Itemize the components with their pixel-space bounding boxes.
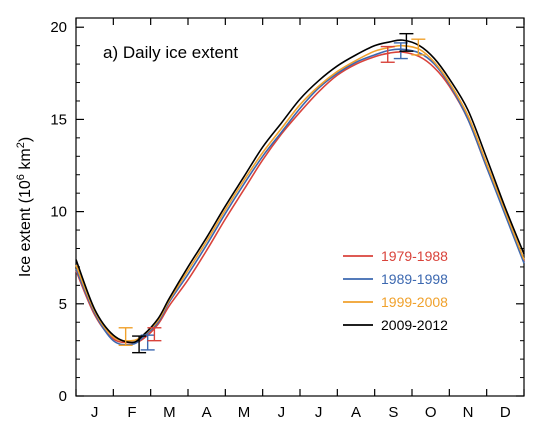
legend-label: 1979-1988	[381, 248, 448, 264]
y-axis-title-sup2: 2	[15, 142, 27, 148]
legend: 1979-1988 1989-1998 1999-2008 2009-2012	[343, 248, 448, 333]
x-tick-label-1: F	[127, 404, 136, 421]
y-axis-title-main: Ice extent (10	[17, 180, 34, 277]
y-tick-label-4: 20	[50, 19, 67, 36]
x-tick-label-8: S	[388, 404, 398, 421]
error-bars	[118, 32, 426, 354]
y-axis-title-end: )	[17, 137, 34, 142]
series-lines	[75, 39, 525, 346]
x-tick-label-3: A	[202, 404, 212, 421]
y-tick-label-0: 0	[59, 388, 67, 405]
x-tick-label-10: N	[463, 404, 474, 421]
legend-entry-1999-2008: 1999-2008	[343, 294, 448, 310]
axis-ticks	[75, 18, 525, 397]
y-tick-labels: 0 5 10 15 20	[50, 19, 67, 405]
legend-entry-1989-1998: 1989-1998	[343, 271, 448, 287]
y-tick-label-2: 10	[50, 204, 67, 221]
error-bar-1999-2008-7	[411, 38, 426, 56]
y-axis-title-sup1: 6	[15, 174, 27, 180]
y-tick-label-1: 5	[59, 296, 67, 313]
x-tick-label-6: J	[315, 404, 323, 421]
legend-label: 2009-2012	[381, 317, 448, 333]
error-bar-2009-2012-3	[132, 335, 147, 354]
x-tick-label-7: A	[351, 404, 361, 421]
x-tick-label-11: D	[500, 404, 511, 421]
y-axis-title: Ice extent (106 km2)	[15, 137, 34, 277]
x-tick-label-5: J	[278, 404, 286, 421]
legend-entry-2009-2012: 2009-2012	[343, 317, 448, 333]
x-tick-label-9: O	[425, 404, 437, 421]
error-bar-1979-1988-2	[147, 327, 162, 342]
y-tick-label-3: 15	[50, 111, 67, 128]
error-bar-1989-1998-1	[140, 334, 155, 351]
error-bar-1979-1988-4	[380, 45, 395, 63]
legend-entry-1979-1988: 1979-1988	[343, 248, 448, 264]
series-line-1989-1998	[75, 48, 525, 346]
error-bar-2009-2012-6	[399, 32, 414, 52]
series-line-2009-2012	[75, 39, 525, 344]
x-tick-label-4: M	[238, 404, 251, 421]
x-tick-label-2: M	[163, 404, 176, 421]
chart-title: a) Daily ice extent	[103, 43, 238, 62]
x-tick-label-0: J	[91, 404, 99, 421]
legend-label: 1999-2008	[381, 294, 448, 310]
legend-label: 1989-1998	[381, 271, 448, 287]
y-axis-title-mid: km	[17, 148, 34, 174]
error-bar-1999-2008-0	[118, 327, 133, 346]
